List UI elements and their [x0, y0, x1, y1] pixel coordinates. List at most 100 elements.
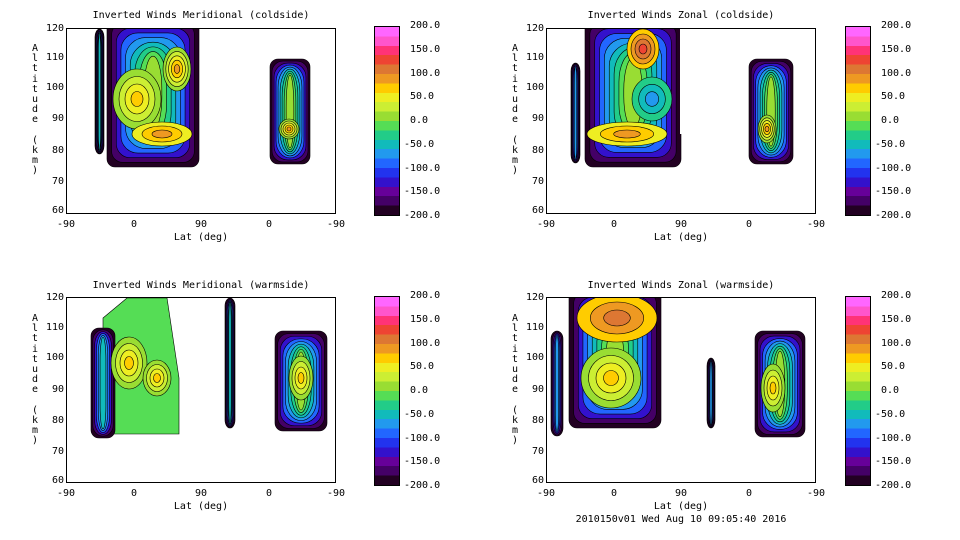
colorbar-tick-label: 150.0	[881, 313, 912, 325]
x-tick-label: -90	[326, 219, 346, 230]
colorbar-tick-label: 100.0	[410, 67, 441, 79]
colorbar-tick-label: 150.0	[410, 313, 441, 325]
x-tick-label: 0	[745, 219, 753, 230]
colorbar	[845, 26, 871, 216]
x-tick-label: 90	[674, 219, 688, 230]
colorbar-tick-label: -50.0	[875, 408, 906, 420]
y-tick-label: 110	[525, 52, 544, 63]
x-tick-label: -90	[536, 488, 556, 499]
y-tick-label: 110	[45, 322, 64, 333]
plot-area	[66, 297, 336, 483]
contour-core	[131, 121, 193, 147]
y-tick-label: 110	[45, 52, 64, 63]
y-tick-label: 70	[51, 446, 64, 457]
colorbar-tick-label: 200.0	[410, 290, 441, 301]
x-tick-label: 0	[610, 219, 618, 230]
colorbar	[374, 296, 400, 486]
plot-area	[66, 28, 336, 214]
contour-core	[288, 355, 314, 401]
x-tick-label: 90	[194, 488, 208, 499]
colorbar-tick-label: -150.0	[875, 456, 912, 468]
contour-strip	[550, 330, 564, 437]
y-tick-label: 60	[51, 205, 64, 216]
footer-timestamp: 2010150v01 Wed Aug 10 09:05:40 2016	[575, 514, 787, 525]
y-tick-label: 90	[531, 384, 544, 395]
contour-core	[586, 121, 668, 147]
colorbar-tick-label: -200.0	[404, 480, 441, 491]
y-tick-label: 70	[531, 446, 544, 457]
colorbar-tick-label: 150.0	[881, 43, 912, 55]
contour-core	[112, 68, 162, 130]
x-tick-label: -90	[806, 488, 826, 499]
y-tick-label: 100	[525, 82, 544, 93]
x-tick-label: 0	[265, 488, 273, 499]
colorbar-tick-label: -100.0	[875, 432, 912, 444]
colorbar-tick-label: -150.0	[404, 456, 441, 468]
plot-area	[546, 28, 816, 214]
chart-title: Inverted Winds Zonal (coldside)	[587, 10, 775, 21]
contour-core	[162, 46, 192, 92]
chart-title: Inverted Winds Meridional (warmside)	[92, 280, 310, 291]
contour-region	[269, 58, 311, 165]
colorbar-tick-label: 50.0	[881, 91, 906, 103]
colorbar-tick-label: 150.0	[410, 43, 441, 55]
x-tick-label: -90	[56, 219, 76, 230]
y-tick-label: 80	[51, 145, 64, 156]
y-tick-label: 60	[51, 475, 64, 486]
colorbar-tick-label: 200.0	[410, 20, 441, 31]
x-tick-label: -90	[806, 219, 826, 230]
y-axis-label: A l t i t u d e ( k m )	[511, 313, 519, 447]
colorbar-tick-label: -200.0	[875, 210, 912, 221]
contour-strip	[570, 62, 581, 164]
contour-strip	[706, 357, 716, 429]
contour-core	[142, 359, 172, 397]
colorbar-tick-label: 100.0	[410, 337, 441, 349]
data-gap	[200, 29, 204, 109]
chart-title: Inverted Winds Zonal (warmside)	[587, 280, 775, 291]
y-axis-label: A l t i t u d e ( k m )	[31, 43, 39, 177]
colorbar	[374, 26, 400, 216]
colorbar-tick-label: -50.0	[404, 408, 435, 420]
y-axis-label: A l t i t u d e ( k m )	[511, 43, 519, 177]
colorbar-tick-label: -100.0	[875, 162, 912, 174]
x-tick-label: 0	[745, 488, 753, 499]
contour-core	[278, 118, 300, 140]
contour-core	[757, 114, 777, 144]
x-tick-label: 0	[610, 488, 618, 499]
colorbar-tick-label: 100.0	[881, 337, 912, 349]
colorbar-tick-label: 200.0	[881, 290, 912, 301]
y-tick-label: 60	[531, 475, 544, 486]
y-tick-label: 80	[531, 145, 544, 156]
colorbar-tick-label: -150.0	[875, 186, 912, 198]
x-tick-label: -90	[326, 488, 346, 499]
y-tick-label: 110	[525, 322, 544, 333]
y-tick-label: 100	[45, 352, 64, 363]
x-tick-label: 0	[130, 488, 138, 499]
y-tick-label: 70	[531, 176, 544, 187]
contour-core	[580, 347, 642, 409]
x-tick-label: 90	[674, 488, 688, 499]
y-tick-label: 100	[525, 352, 544, 363]
contour-core	[576, 298, 658, 343]
contour-core	[626, 29, 660, 70]
chart-title: Inverted Winds Meridional (coldside)	[92, 10, 310, 21]
contour-plot	[570, 29, 794, 168]
y-axis-label: A l t i t u d e ( k m )	[31, 313, 39, 447]
colorbar-tick-label: -50.0	[404, 138, 435, 150]
data-gap	[680, 29, 683, 134]
colorbar-tick-label: 50.0	[410, 91, 435, 103]
colorbar-tick-label: 0.0	[410, 115, 429, 126]
colorbar-tick-label: -100.0	[404, 162, 441, 174]
y-tick-label: 90	[51, 384, 64, 395]
y-tick-label: 60	[531, 205, 544, 216]
colorbar-tick-label: -50.0	[875, 138, 906, 150]
x-tick-label: 0	[130, 219, 138, 230]
y-tick-label: 90	[531, 113, 544, 124]
x-axis-label: Lat (deg)	[653, 501, 709, 512]
contour-region	[90, 327, 116, 439]
colorbar-tick-label: 50.0	[410, 361, 435, 373]
y-tick-label: 90	[51, 113, 64, 124]
x-tick-label: -90	[536, 219, 556, 230]
colorbar-tick-label: 0.0	[881, 385, 900, 396]
y-tick-label: 120	[525, 23, 544, 34]
